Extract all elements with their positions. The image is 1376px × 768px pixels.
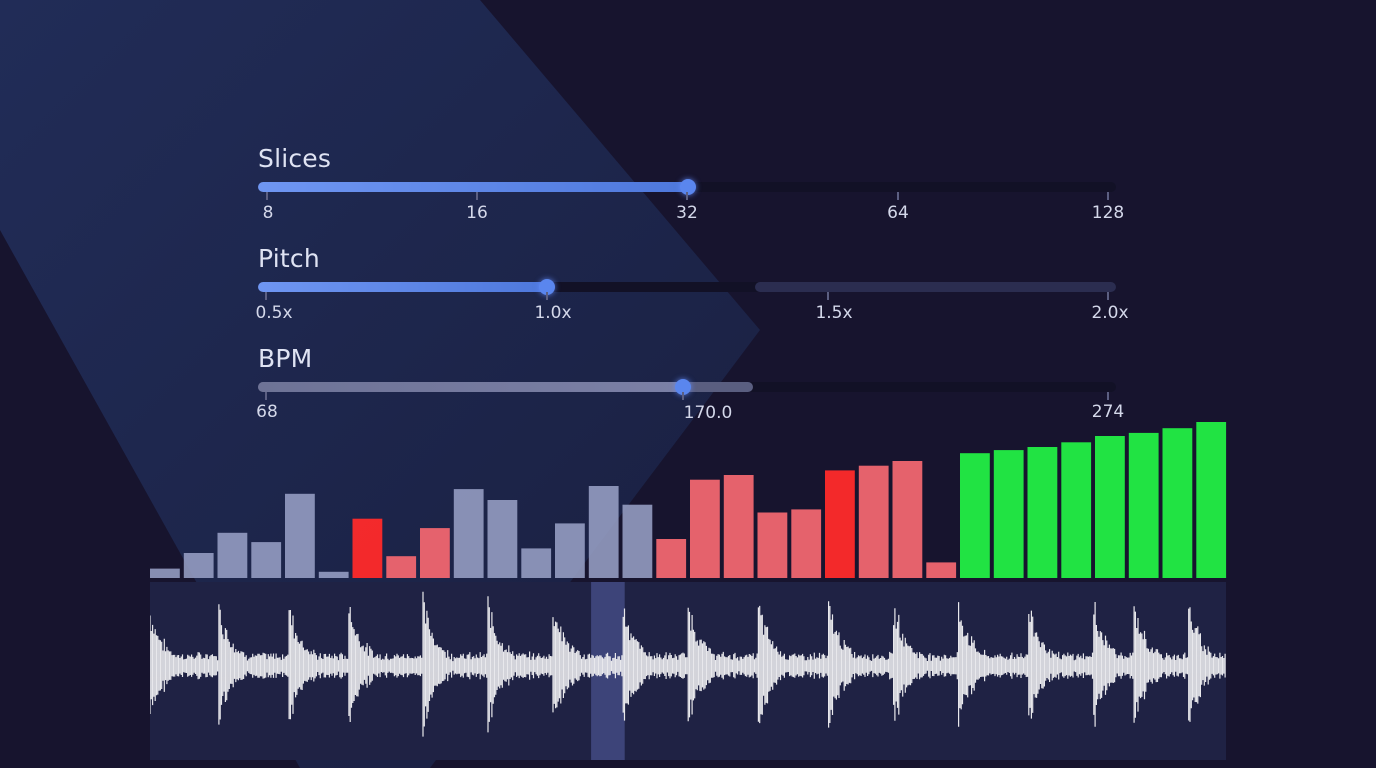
pitch-tick — [546, 292, 548, 300]
bpm-track-fill — [258, 382, 683, 392]
slices-tick-label: 8 — [262, 203, 274, 223]
slice-bar — [420, 528, 450, 578]
slice-bar — [1027, 447, 1058, 578]
bpm-tick-label: 68 — [256, 402, 278, 422]
slices-tick-label: 128 — [1091, 203, 1125, 223]
slice-bar — [791, 509, 822, 578]
slices-tick — [1107, 192, 1109, 200]
pitch-label: Pitch — [258, 244, 320, 273]
slice-bar — [318, 571, 349, 578]
slices-tick — [897, 192, 899, 200]
pitch-tick — [827, 292, 829, 300]
waveform-path — [150, 591, 1226, 737]
slices-tick-label: 64 — [887, 203, 909, 223]
slices-tick — [686, 192, 688, 200]
slices-track-fill — [258, 182, 688, 192]
pitch-tick-label: 1.5x — [815, 303, 853, 323]
slices-label: Slices — [258, 144, 332, 173]
slice-bar — [892, 461, 923, 578]
slice-bar — [521, 548, 552, 578]
slice-bar — [251, 542, 282, 578]
slice-bar — [285, 493, 315, 578]
pitch-tick — [1107, 292, 1109, 300]
slice-bar — [858, 465, 889, 578]
slice-bar — [1128, 432, 1159, 578]
slice-bar — [588, 486, 619, 578]
bpm-tick-label: 170.0 — [683, 403, 733, 423]
slices-tick — [266, 192, 268, 200]
pitch-thumb[interactable] — [539, 279, 555, 295]
bpm-label: BPM — [258, 344, 313, 373]
slice-bar — [757, 512, 788, 578]
slice-bar — [622, 504, 653, 578]
slice-bar — [690, 479, 720, 578]
slices-thumb[interactable] — [680, 179, 696, 195]
pitch-tick-label: 2.0x — [1091, 303, 1129, 323]
slice-bar — [183, 553, 214, 578]
slice-bar — [960, 453, 990, 578]
slice-bar — [993, 450, 1024, 578]
pitch-tick — [265, 292, 267, 300]
slice-bar — [555, 523, 585, 578]
slice-bar — [1162, 428, 1193, 578]
slice-bar — [723, 475, 754, 578]
pitch-tick-label: 0.5x — [255, 303, 293, 323]
pitch-track-fill — [258, 282, 547, 292]
slice-bar — [386, 556, 417, 578]
slices-tick-label: 32 — [676, 203, 698, 223]
slice-bar — [1061, 442, 1092, 578]
pitch-slider[interactable]: Pitch 0.5x 1.0x 1.5x 2.0x — [255, 240, 1129, 330]
bpm-tick — [682, 392, 684, 400]
slices-track[interactable] — [258, 179, 1116, 195]
slice-bar — [150, 568, 180, 578]
slice-bar — [825, 470, 855, 578]
bpm-tick — [265, 392, 267, 400]
slices-tick — [476, 192, 478, 200]
pitch-track-range — [755, 282, 1116, 292]
bpm-slider[interactable]: BPM 68 170.0 274 — [256, 340, 1128, 430]
bpm-tick-label: 274 — [1091, 402, 1125, 422]
slice-bar — [352, 518, 383, 578]
slice-bar — [1095, 436, 1125, 578]
slice-bar — [217, 532, 248, 578]
waveform-display[interactable] — [150, 582, 1226, 760]
pitch-tick-label: 1.0x — [534, 303, 572, 323]
slice-bars-graph — [150, 422, 1227, 578]
bpm-thumb[interactable] — [675, 379, 691, 395]
bpm-track[interactable] — [258, 379, 1116, 395]
slice-bar — [487, 500, 518, 578]
slice-bar — [926, 562, 957, 578]
slice-bar — [453, 489, 484, 578]
bpm-tick — [1107, 392, 1109, 400]
slices-tick-label: 16 — [466, 203, 488, 223]
pitch-track[interactable] — [258, 279, 1116, 295]
slices-slider[interactable]: Slices 8 16 32 64 128 — [258, 140, 1128, 230]
slice-bar — [656, 539, 687, 578]
slice-bar — [1196, 422, 1227, 578]
